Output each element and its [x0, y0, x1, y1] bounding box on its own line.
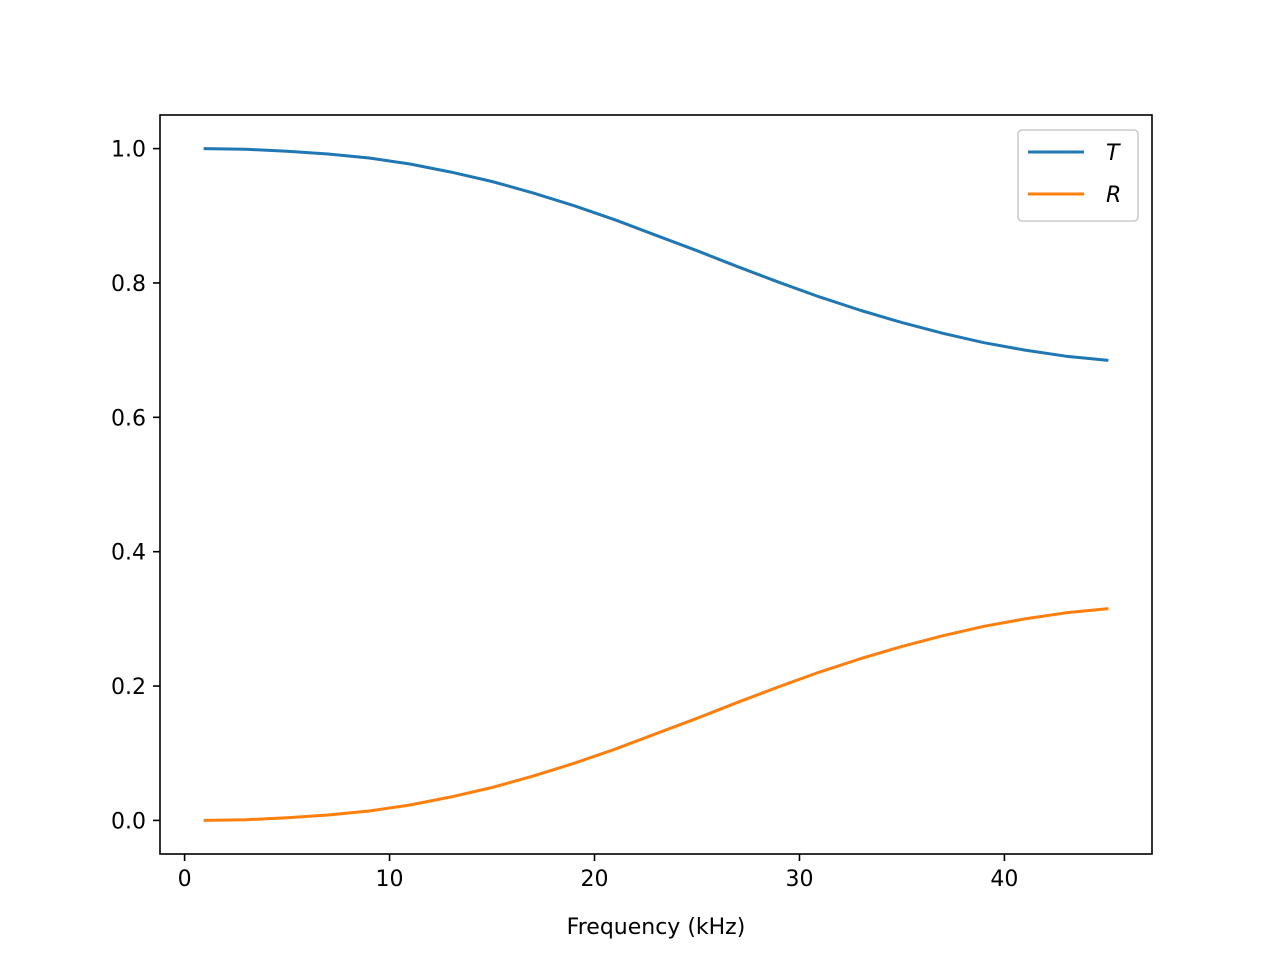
- x-tick-label: 40: [990, 867, 1018, 892]
- y-axis-ticks: 0.0 0.2 0.4 0.6 0.8 1.0: [111, 138, 160, 834]
- y-tick-label: 0.6: [111, 406, 146, 431]
- x-axis-title: Frequency (kHz): [567, 915, 746, 940]
- legend: TR: [1017, 129, 1139, 222]
- legend-label-T: T: [1106, 141, 1121, 166]
- x-tick-label: 10: [376, 867, 404, 892]
- x-tick-label: 20: [581, 867, 609, 892]
- y-tick-label: 1.0: [111, 138, 146, 163]
- y-tick-label: 0.0: [111, 809, 146, 834]
- y-tick-label: 0.2: [111, 675, 146, 700]
- y-tick-label: 0.4: [111, 541, 146, 566]
- x-tick-label: 0: [178, 867, 192, 892]
- series-line-T: [203, 147, 1109, 362]
- x-tick-label: 30: [785, 867, 813, 892]
- plot-frame: [159, 114, 1153, 855]
- series-line-R: [203, 607, 1109, 822]
- series-lines: [203, 147, 1109, 822]
- y-tick-label: 0.8: [111, 272, 146, 297]
- x-axis-ticks: 0 10 20 30 40: [178, 854, 1018, 892]
- legend-label-R: R: [1106, 183, 1121, 208]
